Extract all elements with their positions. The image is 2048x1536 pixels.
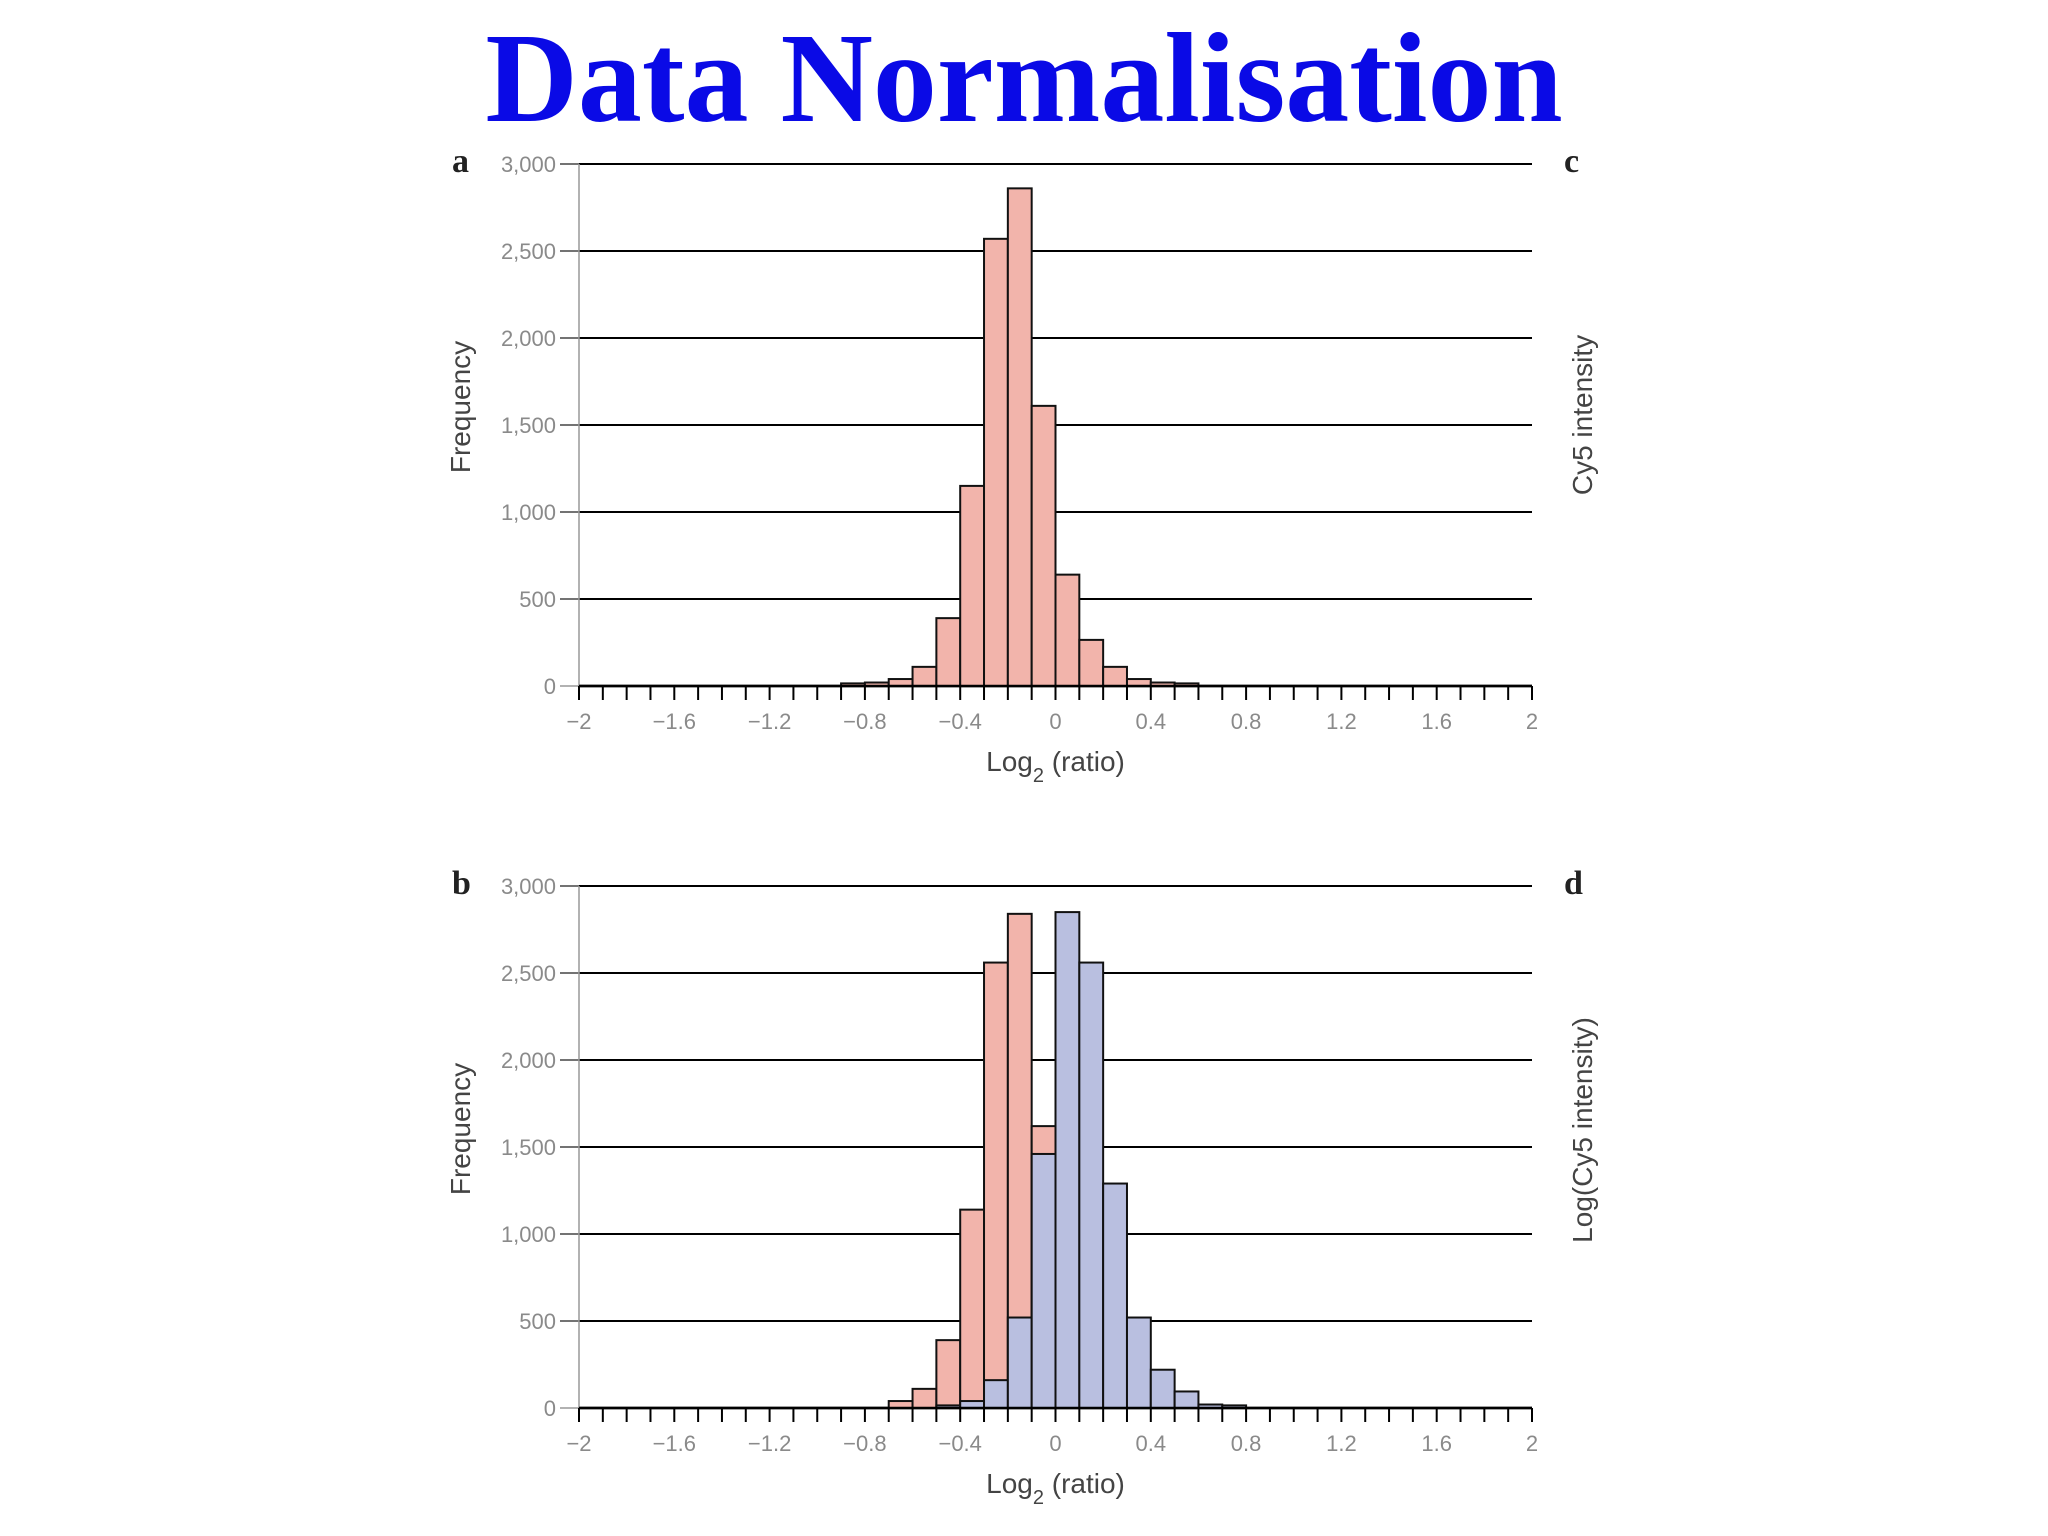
bar-a-s0-5 — [959, 484, 986, 687]
panel-letter-b: b — [452, 865, 471, 902]
panel-letter-c: c — [1564, 143, 1579, 180]
x-tick-label-b-1: −1.6 — [653, 1431, 696, 1456]
y-tick-label-b-5: 2,500 — [501, 961, 556, 986]
bar-b-s1-6 — [1078, 961, 1105, 1409]
bar-b-s1-3 — [1006, 1316, 1033, 1410]
y-tick-label-a-1: 500 — [519, 587, 556, 612]
bar-a-s0-10 — [1078, 638, 1105, 688]
x-tick-label-a-5: 0 — [1049, 709, 1061, 734]
bar-a-s0-8 — [1030, 404, 1057, 687]
side-label-log-cy5-intensity: Log(Cy5 intensity) — [1567, 1017, 1598, 1243]
x-tick-label-a-10: 2 — [1526, 709, 1538, 734]
bar-a-s0-11 — [1102, 665, 1128, 687]
panel-letter-d: d — [1564, 865, 1583, 902]
x-axis-title-main: Log — [986, 1468, 1033, 1499]
x-tick-label-a-7: 0.8 — [1231, 709, 1262, 734]
x-tick-label-b-3: −0.8 — [843, 1431, 886, 1456]
bar-a-s0-6 — [983, 237, 1009, 687]
bar-b-s1-4 — [1030, 1152, 1057, 1409]
y-tick-label-b-4: 2,000 — [501, 1048, 556, 1073]
x-tick-label-b-4: −0.4 — [938, 1431, 981, 1456]
y-tick-label-a-6: 3,000 — [501, 152, 556, 177]
x-axis-title-suffix: (ratio) — [1044, 746, 1125, 777]
x-axis-title-main: Log — [986, 746, 1033, 777]
x-tick-label-a-6: 0.4 — [1136, 709, 1167, 734]
x-axis-title-b: Log2 (ratio) — [986, 1468, 1125, 1509]
bar-a-s0-7 — [1006, 187, 1033, 688]
histogram-panel-b: b d Log(Cy5 intensity) 0 500 1,000 1,500 2,0… — [445, 865, 1598, 1509]
y-tick-label-b-1: 500 — [519, 1309, 556, 1334]
bar-a-s0-4 — [935, 617, 962, 688]
bar-a-s0-9 — [1054, 573, 1081, 688]
bar-b-s0-4 — [983, 961, 1009, 1409]
y-axis-title-a: Frequency — [445, 341, 476, 473]
bar-a-s0-3 — [911, 665, 938, 687]
bar-b-s0-2 — [935, 1339, 962, 1410]
y-tick-label-b-0: 0 — [544, 1396, 556, 1421]
bar-b-s0-1 — [911, 1387, 938, 1409]
y-tick-label-a-3: 1,500 — [501, 413, 556, 438]
histogram-panel-a: a c Cy5 intensity 0 500 1,000 1,500 2,000 2,5… — [445, 143, 1598, 787]
x-tick-label-b-6: 0.4 — [1136, 1431, 1167, 1456]
x-tick-label-a-8: 1.2 — [1326, 709, 1357, 734]
x-tick-label-b-9: 1.6 — [1421, 1431, 1452, 1456]
y-axis-title-b: Frequency — [445, 1063, 476, 1195]
x-tick-label-a-2: −1.2 — [748, 709, 791, 734]
x-axis-title-subscript: 2 — [1033, 765, 1044, 787]
x-tick-label-a-1: −1.6 — [653, 709, 696, 734]
x-tick-label-b-0: −2 — [566, 1431, 591, 1456]
bar-b-s1-7 — [1102, 1182, 1128, 1410]
y-tick-label-a-4: 2,000 — [501, 326, 556, 351]
y-tick-label-a-2: 1,000 — [501, 500, 556, 525]
y-tick-label-a-5: 2,500 — [501, 239, 556, 264]
bar-b-s1-5 — [1054, 911, 1081, 1409]
slide-title: Data Normalisation — [485, 7, 1563, 149]
x-axis-title-suffix: (ratio) — [1044, 1468, 1125, 1499]
x-tick-label-a-3: −0.8 — [843, 709, 886, 734]
bar-b-s1-10 — [1173, 1390, 1200, 1409]
x-tick-label-b-2: −1.2 — [748, 1431, 791, 1456]
y-tick-label-a-0: 0 — [544, 674, 556, 699]
x-tick-label-a-9: 1.6 — [1421, 709, 1452, 734]
bar-b-s0-3 — [959, 1208, 986, 1410]
x-tick-label-a-0: −2 — [566, 709, 591, 734]
bar-b-s1-8 — [1125, 1316, 1152, 1410]
x-tick-label-b-5: 0 — [1049, 1431, 1061, 1456]
x-tick-label-b-7: 0.8 — [1231, 1431, 1262, 1456]
x-tick-label-b-10: 2 — [1526, 1431, 1538, 1456]
bar-b-s1-2 — [983, 1379, 1009, 1410]
x-tick-label-a-4: −0.4 — [938, 709, 981, 734]
y-tick-label-b-3: 1,500 — [501, 1135, 556, 1160]
x-axis-title-a: Log2 (ratio) — [986, 746, 1125, 787]
panel-letter-a: a — [452, 143, 469, 180]
x-axis-title-subscript: 2 — [1033, 1487, 1044, 1509]
y-tick-label-b-2: 1,000 — [501, 1222, 556, 1247]
y-tick-label-b-6: 3,000 — [501, 874, 556, 899]
bar-b-s1-9 — [1149, 1368, 1176, 1409]
x-tick-label-b-8: 1.2 — [1326, 1431, 1357, 1456]
side-label-cy5-intensity: Cy5 intensity — [1567, 335, 1598, 495]
